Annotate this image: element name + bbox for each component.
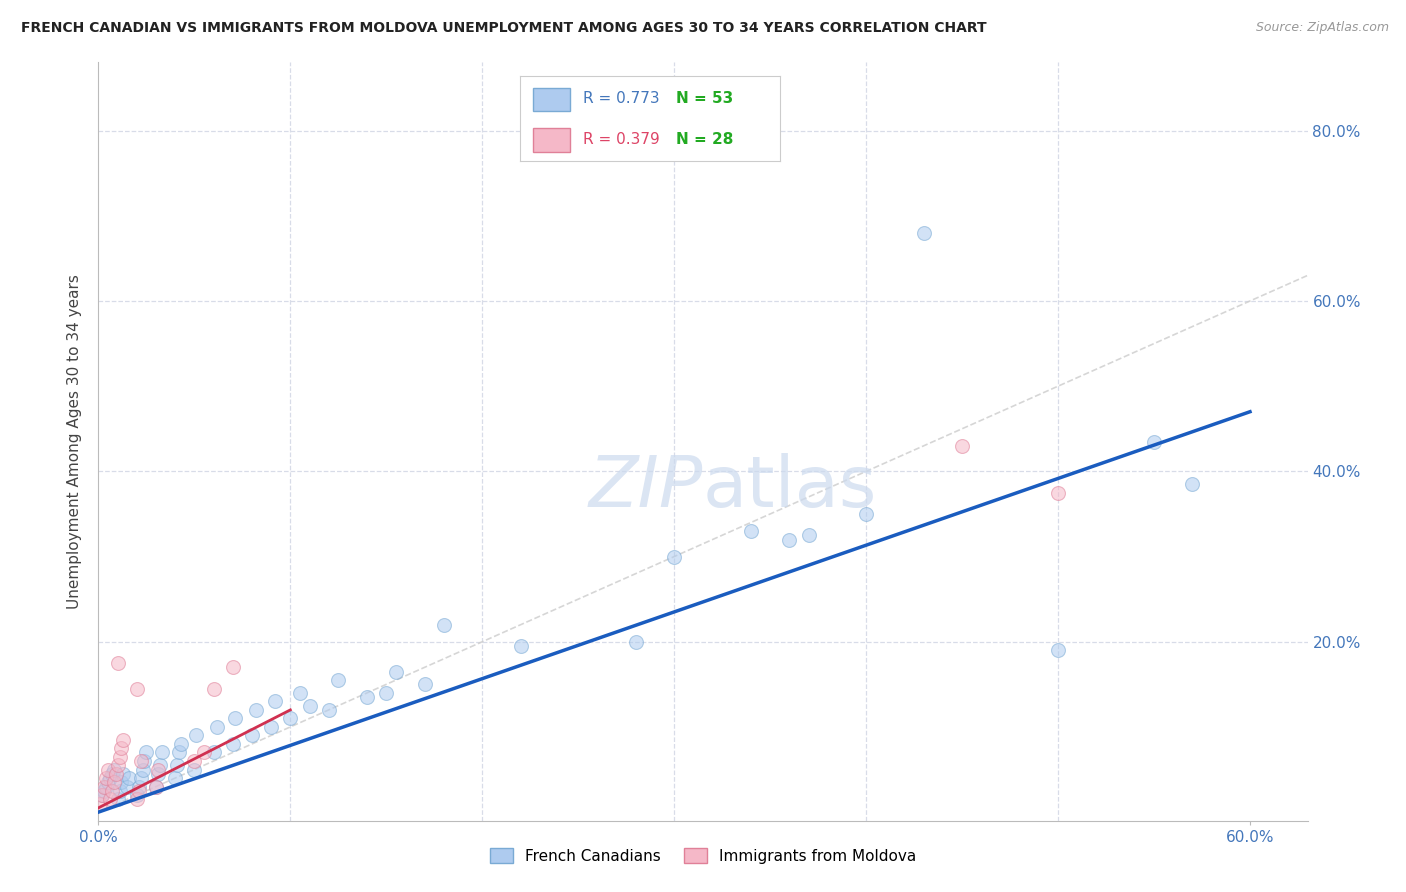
Point: [740, 524, 762, 538]
Point: [1047, 643, 1070, 657]
Point: [224, 711, 246, 725]
Bar: [533, 87, 569, 112]
Point: [93, 780, 115, 794]
Point: [260, 720, 283, 734]
Point: [167, 746, 190, 760]
Point: [207, 720, 229, 734]
Point: [128, 780, 150, 794]
Point: [101, 784, 124, 798]
Point: [1143, 434, 1166, 449]
Point: [183, 763, 205, 777]
Point: [112, 766, 135, 780]
Point: [165, 771, 187, 785]
Point: [328, 673, 350, 687]
Point: [664, 549, 686, 564]
Point: [298, 698, 321, 713]
Point: [107, 792, 129, 806]
Point: [98, 792, 121, 806]
Point: [135, 746, 157, 760]
Point: [240, 728, 263, 742]
Point: [128, 784, 150, 798]
Point: [104, 766, 127, 780]
Point: [129, 754, 152, 768]
Point: [125, 681, 148, 696]
Point: [356, 690, 378, 705]
Point: [108, 784, 131, 798]
Point: [170, 737, 193, 751]
Point: [145, 780, 167, 794]
Point: [855, 507, 877, 521]
Point: [222, 660, 245, 674]
Point: [108, 749, 131, 764]
Point: [146, 766, 169, 780]
Text: FRENCH CANADIAN VS IMMIGRANTS FROM MOLDOVA UNEMPLOYMENT AMONG AGES 30 TO 34 YEAR: FRENCH CANADIAN VS IMMIGRANTS FROM MOLDO…: [21, 21, 987, 35]
Point: [101, 766, 124, 780]
Point: [91, 788, 114, 802]
Point: [797, 528, 820, 542]
Point: [110, 775, 132, 789]
Point: [166, 758, 188, 772]
Point: [950, 439, 973, 453]
Y-axis label: Unemployment Among Ages 30 to 34 years: Unemployment Among Ages 30 to 34 years: [67, 274, 83, 609]
Point: [778, 533, 800, 547]
Point: [129, 771, 152, 785]
Point: [318, 703, 340, 717]
Point: [183, 754, 205, 768]
Point: [149, 758, 172, 772]
Point: [222, 737, 245, 751]
Point: [110, 741, 132, 756]
Text: ZIP: ZIP: [589, 452, 703, 522]
Point: [288, 686, 311, 700]
Point: [107, 758, 129, 772]
Point: [150, 746, 173, 760]
Point: [98, 771, 121, 785]
Point: [103, 763, 125, 777]
Point: [89, 797, 111, 811]
Text: N = 28: N = 28: [676, 132, 734, 147]
Point: [131, 763, 153, 777]
Point: [375, 686, 398, 700]
Point: [94, 771, 117, 785]
Point: [134, 754, 156, 768]
Point: [103, 775, 125, 789]
Point: [97, 763, 120, 777]
Point: [912, 226, 935, 240]
Point: [186, 728, 208, 742]
Text: R = 0.773: R = 0.773: [582, 91, 659, 106]
Point: [245, 703, 267, 717]
Text: N = 53: N = 53: [676, 91, 734, 106]
Point: [125, 788, 148, 802]
Point: [146, 763, 169, 777]
Point: [118, 771, 141, 785]
Point: [624, 634, 647, 648]
Bar: [533, 128, 569, 152]
Text: R = 0.379: R = 0.379: [582, 132, 659, 147]
Point: [1181, 477, 1204, 491]
Point: [385, 665, 408, 679]
Point: [413, 677, 436, 691]
Point: [125, 792, 148, 806]
Text: atlas: atlas: [703, 452, 877, 522]
Point: [97, 775, 120, 789]
Point: [433, 617, 456, 632]
Point: [509, 639, 531, 653]
Point: [202, 746, 225, 760]
Point: [94, 780, 117, 794]
Legend: French Canadians, Immigrants from Moldova: French Canadians, Immigrants from Moldov…: [484, 842, 922, 870]
Point: [280, 711, 302, 725]
Point: [107, 656, 129, 670]
Point: [193, 746, 215, 760]
Point: [115, 780, 138, 794]
Point: [145, 780, 167, 794]
Point: [93, 784, 115, 798]
Point: [91, 788, 114, 802]
Point: [1047, 485, 1070, 500]
Text: Source: ZipAtlas.com: Source: ZipAtlas.com: [1256, 21, 1389, 34]
Point: [112, 732, 135, 747]
Point: [264, 694, 287, 708]
Point: [202, 681, 225, 696]
